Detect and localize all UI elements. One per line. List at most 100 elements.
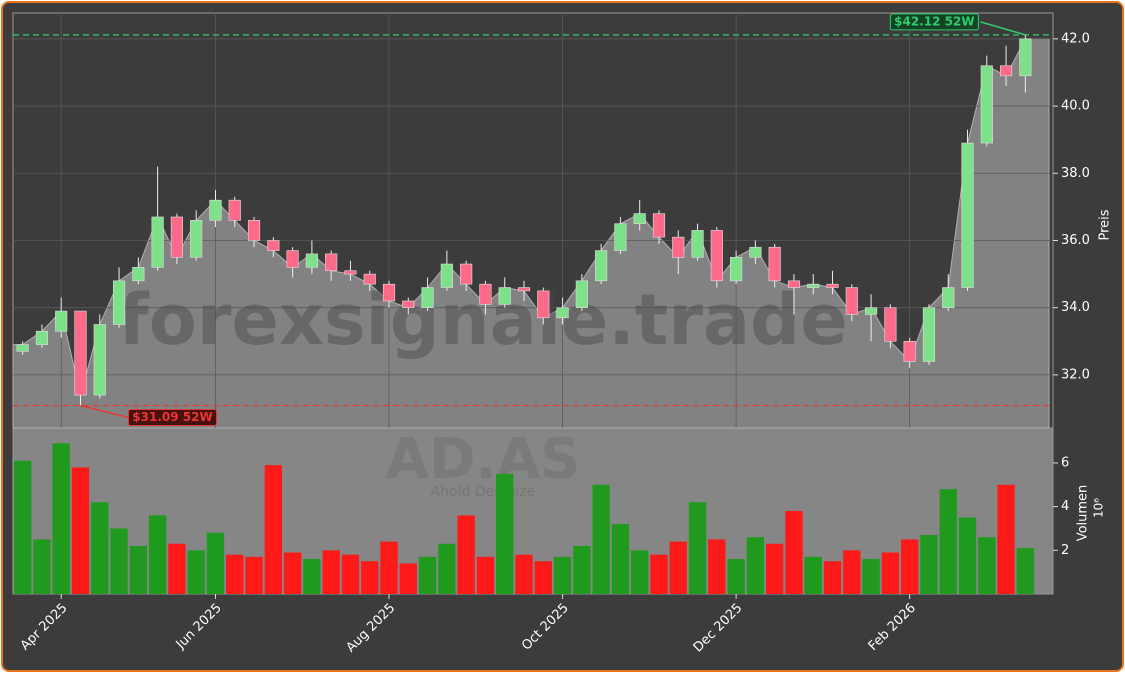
- candle-body: [460, 263, 473, 285]
- candle-body: [286, 250, 299, 268]
- volume-bar: [669, 541, 687, 594]
- volume-bar: [939, 489, 957, 594]
- annotation-arrow: [980, 21, 1026, 36]
- volume-bar: [380, 541, 398, 594]
- x-tick-label: Jun 2025: [173, 601, 225, 653]
- candle-body: [710, 230, 723, 282]
- price-area: [12, 38, 1050, 429]
- volume-bar: [476, 556, 495, 594]
- volume-bar: [804, 556, 822, 594]
- candle-body: [112, 280, 126, 325]
- candle-body: [498, 287, 511, 305]
- candle-body: [517, 287, 531, 292]
- volume-bar: [688, 502, 707, 594]
- volume-bar: [573, 545, 591, 594]
- candle-body: [247, 220, 261, 241]
- volume-bar: [496, 473, 514, 594]
- candle-body: [691, 230, 704, 258]
- candle-body: [922, 307, 936, 362]
- volume-axis-label: Volumen: [1076, 485, 1091, 542]
- volume-bar: [958, 517, 977, 594]
- candle-body: [190, 220, 203, 258]
- candle-body: [537, 290, 550, 319]
- volume-tick-label: 4: [1061, 499, 1069, 514]
- volume-bar: [843, 550, 861, 594]
- volume-bar: [920, 535, 938, 594]
- candle-body: [672, 236, 685, 258]
- chart: 32.0 34.0 36.0 38.0 40.0 42.0 2 4 6 Apr 2025 Jun 2…: [12, 12, 1113, 656]
- volume-bar: [438, 543, 456, 594]
- volume-bar: [997, 484, 1015, 594]
- candle-body: [903, 341, 916, 362]
- candle-body: [614, 223, 627, 251]
- volume-bar: [611, 524, 630, 594]
- volume-bar: [534, 561, 552, 594]
- volume-bar: [322, 550, 340, 594]
- volume-bar: [341, 554, 360, 594]
- company-watermark: Ahold Delhaize: [431, 484, 536, 500]
- candle-body: [768, 246, 781, 282]
- candle-body: [402, 300, 415, 309]
- candle-body: [942, 287, 955, 309]
- volume-bar: [148, 515, 167, 594]
- candle-body: [479, 283, 492, 305]
- candle-body: [633, 213, 646, 224]
- volume-tick-label: 6: [1061, 455, 1069, 470]
- candle-body: [826, 283, 839, 288]
- y-tick-label: 38.0: [1061, 166, 1090, 181]
- candle-body: [209, 199, 222, 221]
- volume-bar: [708, 539, 726, 594]
- volume-offset: 10⁶: [1092, 498, 1106, 518]
- candle-body: [1019, 38, 1032, 77]
- y-axis-label: Preis: [1098, 209, 1113, 240]
- candle-body: [595, 250, 608, 282]
- volume-bar: [727, 559, 745, 594]
- volume-bar: [187, 550, 205, 594]
- annotation-box: [127, 408, 217, 426]
- y-tick-label: 34.0: [1061, 300, 1090, 315]
- annotation-label: $42.12 52W: [894, 14, 974, 28]
- volume-bar: [881, 552, 900, 594]
- volume-bar: [766, 543, 784, 594]
- candle-body: [884, 307, 897, 342]
- candle-body: [652, 213, 666, 238]
- x-tick-label: Dec 2025: [691, 601, 746, 656]
- candle-body: [440, 263, 453, 288]
- volume-bar: [245, 556, 263, 594]
- volume-bar: [361, 561, 379, 594]
- symbol-watermark: AD.AS: [386, 427, 581, 492]
- candle-body: [421, 287, 434, 309]
- volume-bar: [283, 552, 302, 594]
- candle-body: [787, 280, 801, 288]
- candle-body: [730, 256, 743, 282]
- volume-tick-label: 2: [1061, 543, 1069, 558]
- candle-body: [325, 253, 338, 272]
- candle-body: [999, 65, 1013, 77]
- y-tick-label: 32.0: [1061, 367, 1090, 382]
- y-tick-label: 42.0: [1061, 31, 1090, 46]
- volume-bar: [862, 559, 880, 594]
- volume-bar: [978, 537, 996, 594]
- volume-bar: [226, 554, 244, 594]
- x-tick-label: Aug 2025: [343, 601, 398, 656]
- volume-bar: [900, 539, 919, 594]
- candle-body: [35, 330, 49, 345]
- volume-bar: [33, 539, 51, 594]
- annotation-box: [889, 13, 979, 31]
- candle-body: [980, 65, 993, 144]
- candle-body: [807, 283, 820, 288]
- volume-bar: [52, 443, 70, 594]
- volume-bar: [650, 554, 668, 594]
- candle-body: [865, 307, 878, 315]
- y-tick-label: 36.0: [1061, 233, 1090, 248]
- candle-body: [93, 324, 106, 396]
- volume-bar: [515, 554, 533, 594]
- candle-body: [556, 307, 569, 319]
- volume-bar: [168, 543, 186, 594]
- volume-bar: [206, 532, 225, 594]
- candle-body: [305, 253, 318, 268]
- candle-body: [344, 270, 357, 275]
- candle-body: [132, 267, 145, 282]
- volume-bar: [91, 502, 109, 594]
- volume-bar: [13, 460, 32, 594]
